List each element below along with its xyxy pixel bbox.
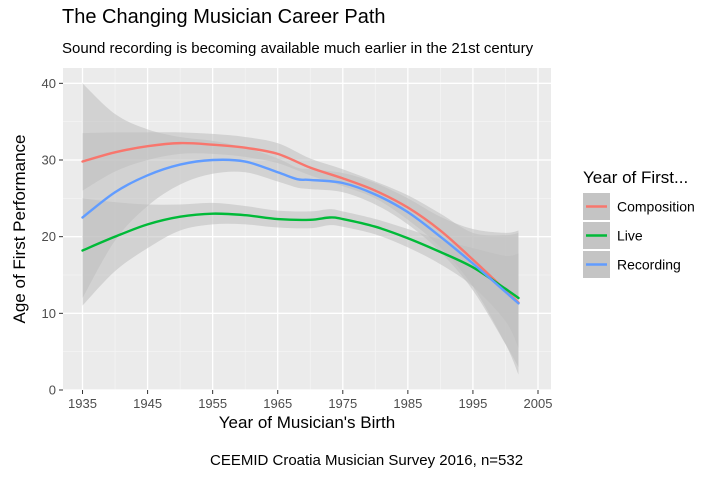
chart-subtitle: Sound recording is becoming available mu… — [62, 40, 534, 57]
x-tick-label: 2005 — [524, 396, 553, 411]
minor-gridlines — [63, 68, 551, 390]
confidence-bands — [82, 83, 519, 375]
y-tick-label: 20 — [42, 229, 56, 244]
x-tick-label: 1985 — [393, 396, 422, 411]
legend: Year of First... Composition Live Recordin… — [583, 168, 695, 278]
y-tick-label: 0 — [49, 383, 56, 398]
x-tick-label: 1935 — [68, 396, 97, 411]
x-tick-label: 1955 — [198, 396, 227, 411]
chart-title: The Changing Musician Career Path — [62, 6, 386, 28]
y-tick-label: 40 — [42, 76, 56, 91]
band-live — [82, 198, 519, 348]
line-recording — [81, 158, 520, 305]
y-tick-label: 30 — [42, 153, 56, 168]
line-composition — [81, 141, 520, 304]
x-tick-label: 1965 — [263, 396, 292, 411]
x-tick-label: 1975 — [328, 396, 357, 411]
x-axis-title: Year of Musician's Birth — [219, 413, 395, 432]
axis-ticks: 1935 1945 1955 1965 1975 1985 1995 2005 0 10 20 30 4… — [42, 76, 553, 411]
legend-label-composition: Composition — [617, 199, 695, 215]
band-recording — [82, 83, 519, 367]
legend-label-recording: Recording — [617, 257, 681, 273]
y-axis-title: Age of First Performance — [10, 135, 29, 324]
legend-label-live: Live — [617, 228, 643, 244]
line-live — [81, 212, 520, 300]
legend-title: Year of First... — [583, 168, 688, 187]
x-tick-label: 1995 — [458, 396, 487, 411]
chart-svg: 1935 1945 1955 1965 1975 1985 1995 2005 0 10 20 30 4… — [10, 68, 695, 432]
y-tick-label: 10 — [42, 306, 56, 321]
x-tick-label: 1945 — [133, 396, 162, 411]
series-lines — [81, 141, 520, 305]
chart-caption: CEEMID Croatia Musician Survey 2016, n=5… — [210, 452, 524, 469]
